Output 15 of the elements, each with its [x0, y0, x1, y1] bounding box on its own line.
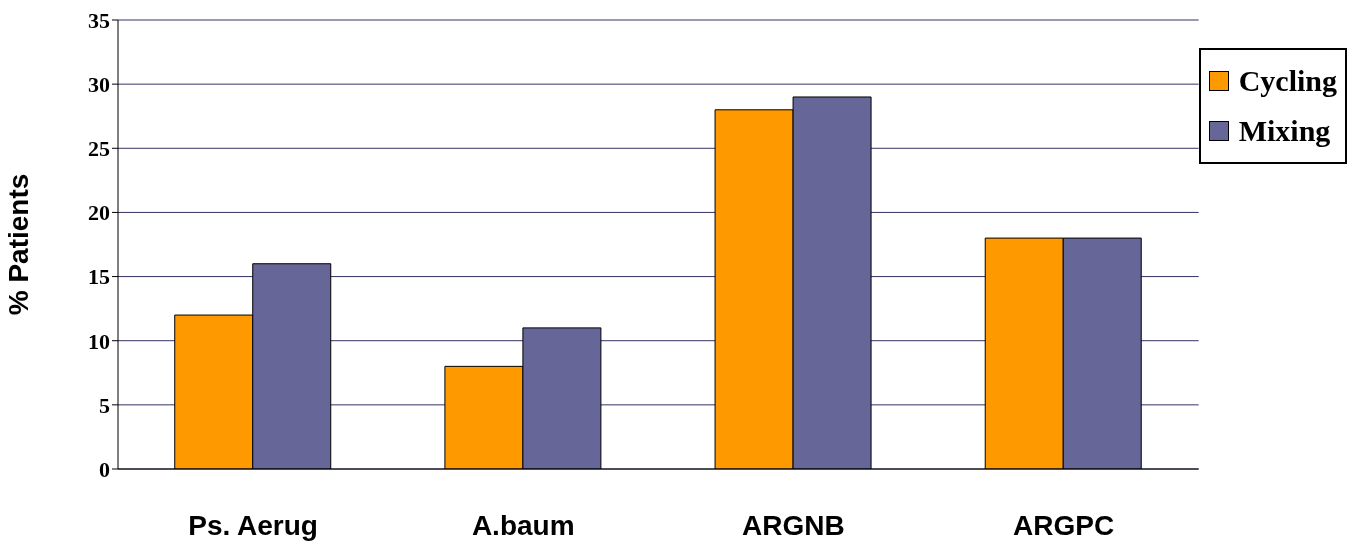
y-tick-label: 0	[99, 456, 110, 482]
y-axis-title: % Patients	[2, 173, 34, 316]
x-tick-label: A.baum	[471, 509, 575, 541]
y-tick-label: 30	[88, 71, 110, 97]
y-tick-label: 15	[88, 264, 110, 290]
y-tick-label: 20	[88, 200, 110, 226]
legend-label: Cycling	[1238, 63, 1337, 99]
x-tick-label: ARGNB	[742, 509, 845, 541]
x-tick-label: Ps. Aerug	[188, 509, 318, 541]
x-tick-label: ARGPC	[1013, 509, 1115, 541]
y-tick-label: 25	[88, 136, 110, 162]
y-tick-label: 5	[99, 392, 110, 418]
y-tick-label: 10	[88, 328, 110, 354]
legend-label: Mixing	[1238, 113, 1331, 149]
y-tick-label: 35	[88, 7, 110, 33]
